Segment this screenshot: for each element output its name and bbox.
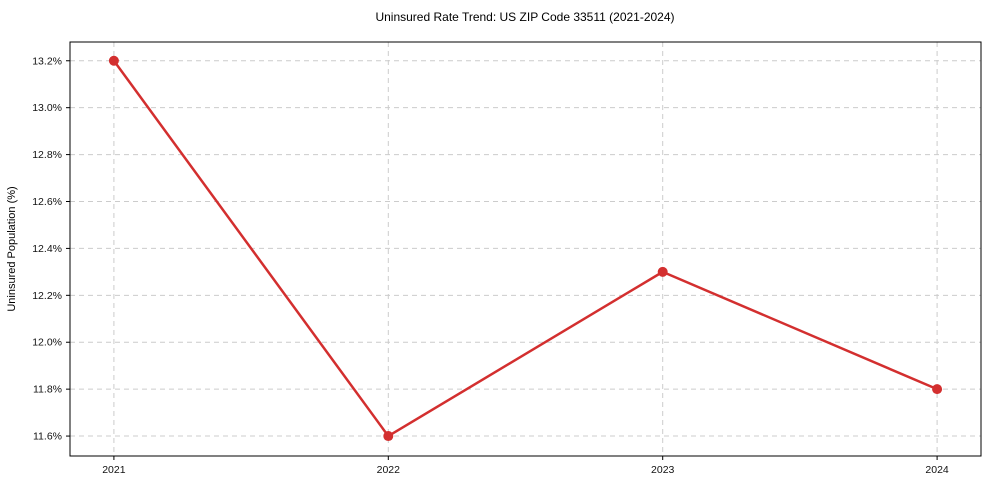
y-tick-label: 11.8%: [33, 384, 62, 396]
y-tick-label: 11.6%: [33, 431, 62, 443]
data-point: [383, 431, 394, 442]
axis-tick-marks: [66, 60, 938, 460]
data-point: [108, 55, 119, 66]
trend-line: [112, 59, 939, 438]
y-tick-label: 12.4%: [32, 243, 62, 255]
x-tick-label: 2021: [102, 464, 126, 476]
y-tick-label: 13.2%: [32, 55, 62, 67]
y-tick-label: 12.6%: [32, 196, 62, 208]
plot-border: [69, 41, 982, 457]
y-axis-label: Uninsured Population (%): [6, 186, 18, 311]
y-tick-label: 13.0%: [32, 102, 62, 114]
x-tick-label: 2023: [651, 464, 675, 476]
grid-lines: [70, 42, 981, 456]
x-tick-label: 2022: [377, 464, 401, 476]
data-point: [657, 266, 668, 277]
y-tick-label: 12.8%: [32, 149, 62, 161]
x-tick-label: 2024: [925, 464, 949, 476]
y-tick-label: 12.2%: [32, 290, 62, 302]
data-series: [108, 55, 943, 442]
chart-title: Uninsured Rate Trend: US ZIP Code 33511 …: [375, 10, 674, 24]
data-point: [932, 384, 943, 395]
axis-tick-labels: 11.6% 11.8% 12.0% 12.2% 12.4% 12.6% 12.8% 13.0%…: [32, 55, 949, 476]
y-tick-label: 12.0%: [32, 337, 62, 349]
